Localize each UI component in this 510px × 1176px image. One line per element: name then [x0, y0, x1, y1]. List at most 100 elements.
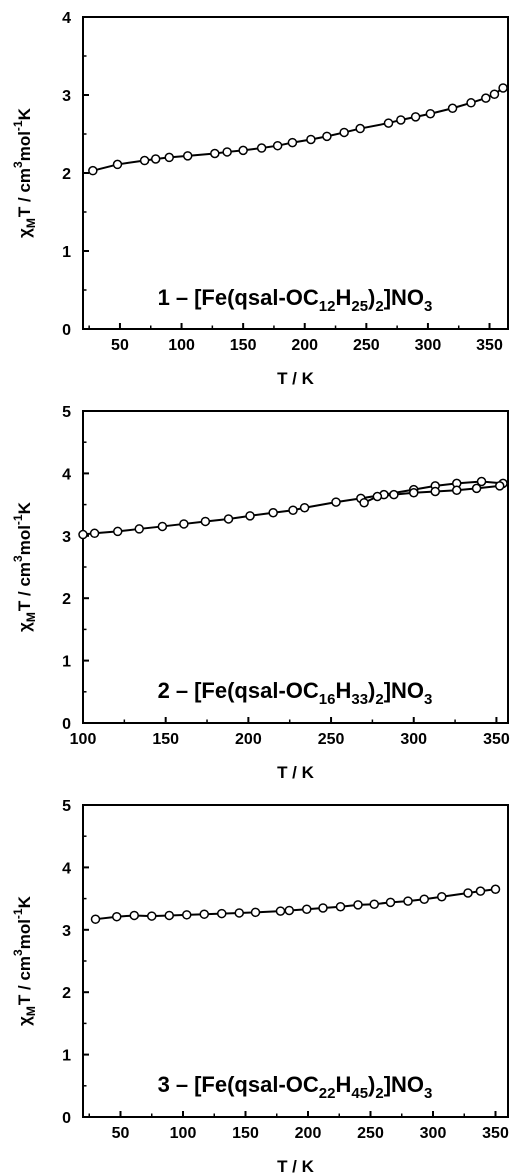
data-point	[389, 489, 399, 500]
x-tick-label: 250	[318, 731, 345, 748]
y-tick-label: 0	[62, 1110, 71, 1127]
data-point	[245, 511, 255, 521]
data-point	[318, 903, 328, 913]
data-point	[88, 165, 98, 176]
y-axis-title: χMT / cm3mol-1K	[11, 501, 38, 632]
plot-frame	[82, 804, 509, 1118]
data-point	[359, 497, 369, 508]
data-point	[234, 908, 244, 918]
x-tick-label: 100	[170, 1125, 197, 1142]
data-point	[355, 123, 365, 134]
x-axis-title: T / K	[277, 1157, 315, 1176]
chart-panel-2: 0 1 2 3 4 5 100 150 200 250 300 350 T / K χMT / cm3mo…	[11, 404, 510, 782]
y-tick-label: 1	[62, 654, 71, 671]
data-point	[112, 159, 123, 170]
data-point	[90, 914, 101, 924]
data-point	[372, 491, 383, 502]
x-tick-label: 300	[420, 1125, 447, 1142]
y-tick-label: 3	[62, 88, 71, 105]
y-axis-title: χMT / cm3mol-1K	[11, 107, 38, 238]
data-point	[396, 115, 406, 125]
data-point	[199, 909, 209, 919]
data-point	[302, 904, 312, 914]
x-tick-label: 300	[415, 337, 442, 354]
data-point	[129, 910, 139, 921]
x-tick-label: 250	[353, 337, 380, 354]
data-point	[147, 911, 157, 921]
y-tick-label: 1	[62, 1048, 71, 1065]
x-tick-label: 200	[291, 337, 318, 354]
x-tick-label: 200	[295, 1125, 322, 1142]
x-tick-label: 100	[70, 731, 97, 748]
y-tick-label: 4	[62, 466, 71, 483]
data-point	[437, 891, 447, 902]
x-tick-label: 350	[476, 337, 503, 354]
x-tick-label: 150	[232, 1125, 259, 1142]
y-tick-label: 3	[62, 923, 71, 940]
data-point	[383, 118, 394, 128]
data-point	[299, 502, 310, 513]
data-point	[451, 485, 462, 495]
data-point	[408, 487, 419, 498]
y-tick-label: 3	[62, 529, 71, 546]
data-point	[134, 524, 144, 534]
data-point	[222, 147, 232, 157]
data-point	[322, 131, 332, 142]
data-point	[217, 908, 227, 919]
x-tick-label: 100	[168, 337, 195, 354]
data-point	[157, 521, 168, 532]
x-tick-label: 350	[482, 1125, 509, 1142]
x-tick-label: 350	[483, 731, 510, 748]
compound-label: 1– [Fe(qsal-OC12H25)2]NO3	[158, 285, 433, 315]
y-tick-label: 1	[62, 244, 71, 261]
y-tick-label: 2	[62, 166, 71, 183]
data-point	[463, 888, 473, 898]
x-axis-title: T / K	[277, 763, 315, 782]
data-point	[335, 901, 346, 912]
data-point	[331, 497, 341, 507]
data-point	[272, 140, 283, 151]
data-point	[164, 910, 174, 921]
data-point	[498, 83, 508, 93]
data-point	[287, 137, 298, 148]
data-point	[403, 896, 413, 906]
data-point	[489, 89, 500, 99]
y-tick-label: 2	[62, 985, 71, 1002]
data-point	[200, 516, 211, 527]
data-point	[339, 127, 349, 138]
data-point	[466, 98, 476, 108]
data-point	[89, 528, 100, 539]
y-tick-label: 0	[62, 322, 71, 339]
data-point	[78, 529, 88, 540]
chart-panel-1: 0 1 2 3 4 50 100 150 200 250 300 350 T / K χMT / cm3m…	[11, 10, 509, 388]
x-tick-label: 50	[112, 1125, 130, 1142]
x-tick-label: 150	[230, 337, 257, 354]
x-tick-label: 150	[152, 731, 179, 748]
data-point	[494, 481, 505, 491]
data-point	[385, 897, 396, 908]
y-tick-label: 5	[62, 798, 71, 815]
data-point	[447, 103, 458, 114]
y-tick-label: 4	[62, 10, 71, 27]
data-point	[275, 906, 286, 916]
y-tick-label: 2	[62, 591, 71, 608]
data-point	[306, 134, 316, 145]
data-point	[471, 483, 482, 494]
y-tick-label: 5	[62, 404, 71, 421]
data-point	[112, 911, 122, 922]
data-point	[284, 905, 294, 916]
data-point	[150, 154, 161, 164]
data-point	[490, 884, 501, 894]
data-point	[112, 526, 123, 537]
y-tick-label: 0	[62, 716, 71, 733]
data-point	[164, 152, 174, 163]
data-point	[256, 143, 267, 153]
data-point	[476, 476, 487, 487]
data-point	[139, 155, 150, 166]
x-tick-label: 300	[400, 731, 427, 748]
data-point	[250, 907, 261, 918]
data-point	[475, 886, 486, 896]
plot-frame	[82, 410, 509, 724]
chart-panel-3: 0 1 2 3 4 5 50 100 150 200 250 300 350 T / K χMT / cm3…	[11, 798, 509, 1176]
